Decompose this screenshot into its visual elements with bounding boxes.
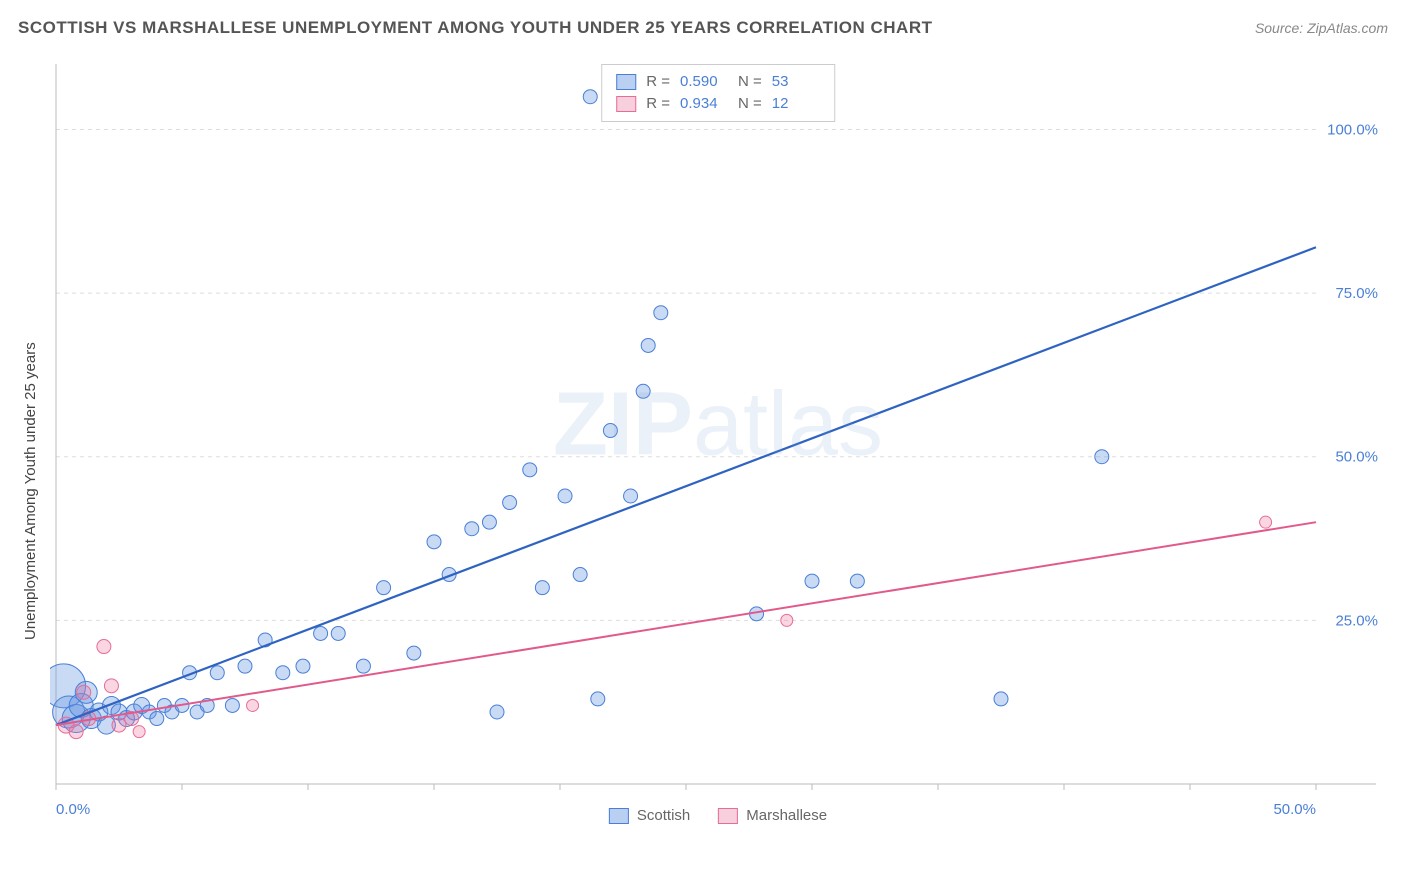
scatter-plot-svg: 25.0% 50.0% 75.0% 100.0% 0.0% 50.0% <box>50 60 1386 820</box>
x-tick-label: 0.0% <box>56 801 90 818</box>
data-point <box>641 338 655 352</box>
data-point <box>781 614 793 626</box>
data-point <box>805 574 819 588</box>
data-point <box>850 574 864 588</box>
data-point <box>583 90 597 104</box>
source-label: Source: ZipAtlas.com <box>1255 20 1388 36</box>
data-point <box>331 626 345 640</box>
data-point <box>377 581 391 595</box>
data-point <box>296 659 310 673</box>
data-point <box>238 659 252 673</box>
y-tick-label: 50.0% <box>1335 449 1378 466</box>
stats-row-scottish: R =0.590 N =53 <box>616 71 820 93</box>
data-point <box>994 692 1008 706</box>
trend-line <box>56 522 1316 725</box>
swatch-marshallese-icon <box>616 96 636 112</box>
legend-item-marshallese: Marshallese <box>718 807 827 824</box>
data-point <box>314 626 328 640</box>
chart-area: 25.0%50.0%75.0%100.0%0.0%50.0% ZIPatlas … <box>50 60 1386 820</box>
stats-row-marshallese: R =0.934 N =12 <box>616 93 820 115</box>
data-point <box>97 640 111 654</box>
data-point <box>133 726 145 738</box>
stats-legend: R =0.590 N =53 R =0.934 N =12 <box>601 64 835 122</box>
trend-line <box>56 247 1316 725</box>
data-point <box>465 522 479 536</box>
y-tick-label: 75.0% <box>1335 285 1378 302</box>
data-point <box>591 692 605 706</box>
swatch-scottish-icon <box>616 74 636 90</box>
legend-label: Scottish <box>637 807 690 824</box>
data-point <box>503 496 517 510</box>
data-point <box>77 685 91 699</box>
data-point <box>104 679 118 693</box>
data-point <box>535 581 549 595</box>
data-point <box>523 463 537 477</box>
swatch-marshallese-icon <box>718 808 738 824</box>
y-axis-label: Unemployment Among Youth under 25 years <box>22 342 39 640</box>
data-point <box>225 698 239 712</box>
data-point <box>1260 516 1272 528</box>
data-point <box>654 306 668 320</box>
data-point <box>490 705 504 719</box>
data-point <box>247 699 259 711</box>
data-point <box>427 535 441 549</box>
legend-label: Marshallese <box>746 807 827 824</box>
data-point <box>69 725 83 739</box>
data-point <box>210 666 224 680</box>
data-point <box>482 515 496 529</box>
y-tick-label: 100.0% <box>1327 121 1378 138</box>
series-legend: Scottish Marshallese <box>609 807 827 824</box>
data-point <box>112 718 126 732</box>
data-point <box>276 666 290 680</box>
data-point <box>407 646 421 660</box>
data-point <box>558 489 572 503</box>
legend-item-scottish: Scottish <box>609 807 690 824</box>
y-tick-label: 25.0% <box>1335 612 1378 629</box>
swatch-scottish-icon <box>609 808 629 824</box>
data-point <box>603 424 617 438</box>
data-point <box>636 384 650 398</box>
data-point <box>1095 450 1109 464</box>
data-point <box>356 659 370 673</box>
data-point <box>150 712 164 726</box>
chart-title: SCOTTISH VS MARSHALLESE UNEMPLOYMENT AMO… <box>18 18 932 37</box>
data-point <box>573 568 587 582</box>
x-tick-label: 50.0% <box>1273 801 1316 818</box>
data-point <box>624 489 638 503</box>
